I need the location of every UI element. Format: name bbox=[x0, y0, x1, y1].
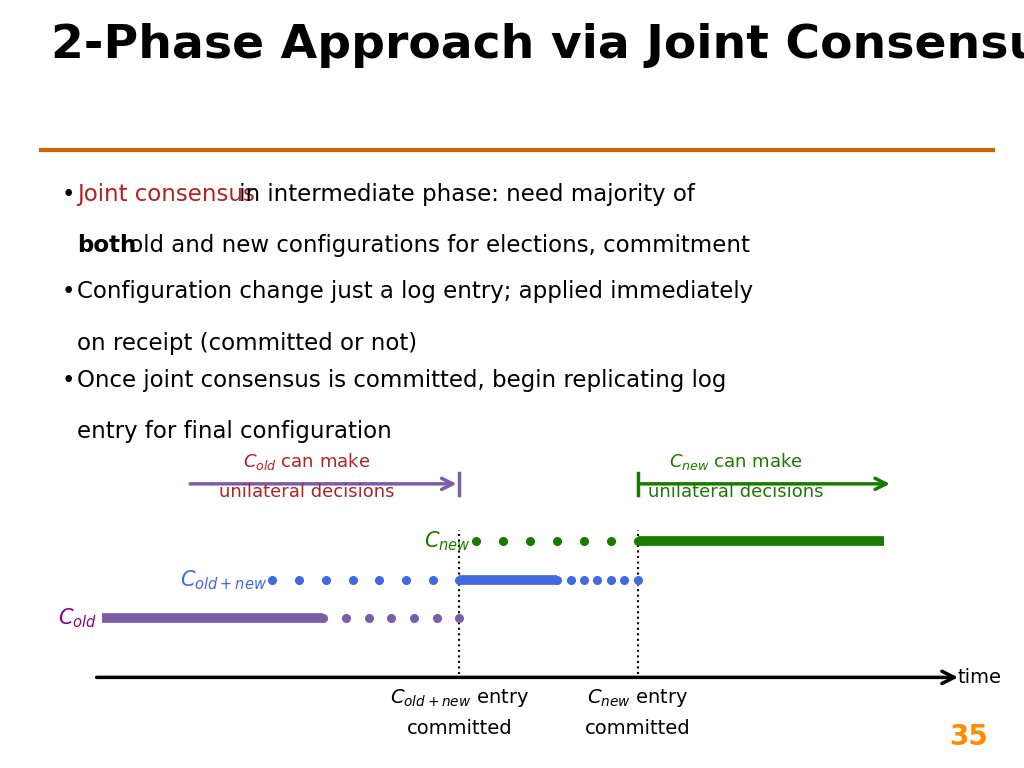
Text: Once joint consensus is committed, begin replicating log: Once joint consensus is committed, begin… bbox=[77, 369, 726, 392]
Text: •: • bbox=[61, 369, 75, 392]
Text: unilateral decisions: unilateral decisions bbox=[219, 483, 394, 501]
Text: old and new configurations for elections, commitment: old and new configurations for elections… bbox=[122, 234, 750, 257]
Text: $C_{new}$ can make: $C_{new}$ can make bbox=[669, 451, 803, 472]
Text: •: • bbox=[61, 280, 75, 303]
Text: on receipt (committed or not): on receipt (committed or not) bbox=[77, 332, 417, 355]
Text: $C_{old+new}$: $C_{old+new}$ bbox=[180, 568, 267, 591]
Text: 2-Phase Approach via Joint Consensus: 2-Phase Approach via Joint Consensus bbox=[51, 23, 1024, 68]
Text: 35: 35 bbox=[949, 723, 988, 751]
Text: in intermediate phase: need majority of: in intermediate phase: need majority of bbox=[232, 183, 695, 206]
Text: $C_{new}$: $C_{new}$ bbox=[424, 530, 471, 553]
Text: $C_{new}$ entry: $C_{new}$ entry bbox=[587, 687, 688, 709]
Text: $C_{old+new}$ entry: $C_{old+new}$ entry bbox=[390, 687, 529, 709]
Text: entry for final configuration: entry for final configuration bbox=[77, 420, 391, 443]
Text: $C_{old}$: $C_{old}$ bbox=[58, 607, 97, 630]
Text: unilateral decisions: unilateral decisions bbox=[648, 483, 823, 501]
Text: Configuration change just a log entry; applied immediately: Configuration change just a log entry; a… bbox=[77, 280, 753, 303]
Text: committed: committed bbox=[407, 719, 512, 738]
Text: both: both bbox=[77, 234, 136, 257]
Text: $C_{old}$ can make: $C_{old}$ can make bbox=[243, 451, 370, 472]
Text: committed: committed bbox=[585, 719, 690, 738]
Text: •: • bbox=[61, 183, 75, 206]
Text: time: time bbox=[957, 668, 1001, 687]
Text: Joint consensus: Joint consensus bbox=[77, 183, 255, 206]
